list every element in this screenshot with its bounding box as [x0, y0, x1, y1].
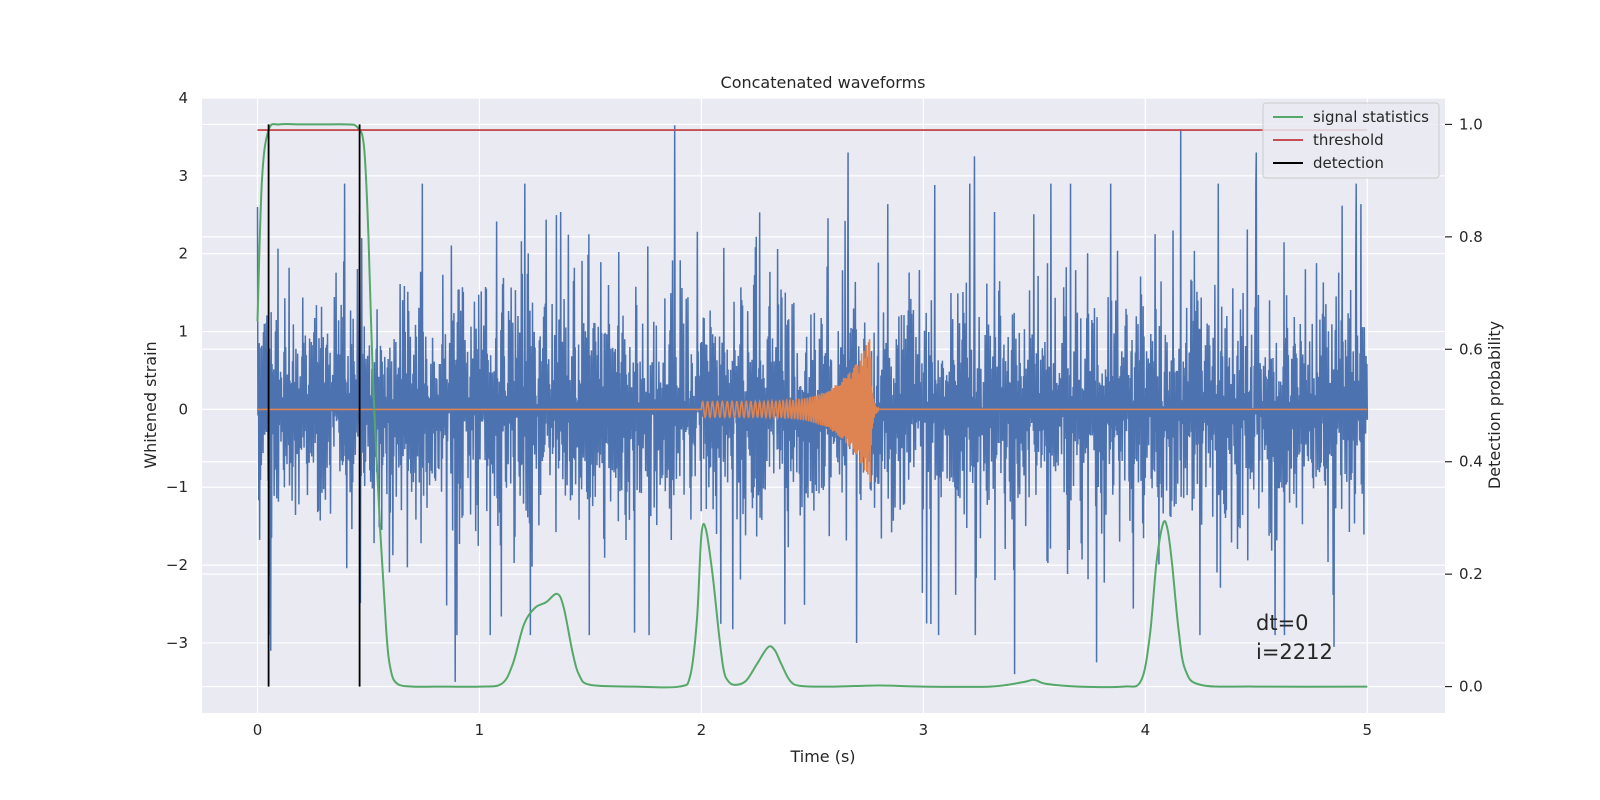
legend-label-signal-statistics: signal statistics	[1313, 108, 1429, 126]
whitened-strain-series-line	[256, 125, 1369, 682]
x-tick-label: 2	[697, 721, 707, 739]
x-tick-label: 4	[1141, 721, 1151, 739]
y2-tick-label: 0.2	[1459, 565, 1483, 583]
chart-title: Concatenated waveforms	[721, 73, 926, 92]
y2-tick-label: 1.0	[1459, 115, 1483, 133]
x-tick-label: 1	[475, 721, 485, 739]
signal-statistics-series-line	[256, 123, 1368, 689]
x-tick-label: 3	[919, 721, 929, 739]
x-tick-label: 0	[253, 721, 263, 739]
y-tick-label: 0	[178, 400, 188, 418]
legend: signal statistics threshold detection	[1262, 102, 1440, 179]
y-tick-label: −1	[166, 478, 188, 496]
y-tick-label: 1	[178, 323, 188, 341]
annotation-index: i=2212	[1256, 640, 1333, 664]
right-axis-ticks: 0.0 0.2 0.4 0.6 0.8 1.0	[1445, 115, 1483, 696]
legend-label-threshold: threshold	[1313, 131, 1384, 149]
waveform-template-series-line	[257, 339, 1368, 483]
x-axis-ticks: 0 1 2 3 4 5	[253, 721, 1372, 739]
x-axis-label: Time (s)	[789, 747, 855, 766]
annotation-dt: dt=0	[1256, 611, 1309, 635]
left-axis-ticks: −3 −2 −1 0 1 2 3 4	[166, 89, 188, 652]
y2-tick-label: 0.6	[1459, 340, 1483, 358]
y2-tick-label: 0.4	[1459, 453, 1483, 471]
detection-series	[267, 124, 361, 687]
y-tick-label: 4	[178, 89, 188, 107]
y-tick-label: 2	[178, 245, 188, 263]
y2-axis-label: Detection probability	[1485, 321, 1504, 489]
x-tick-label: 5	[1363, 721, 1373, 739]
y2-tick-label: 0.0	[1459, 678, 1483, 696]
y-tick-label: −2	[166, 556, 188, 574]
legend-label-detection: detection	[1313, 154, 1384, 172]
y-tick-label: −3	[166, 634, 188, 652]
y-tick-label: 3	[178, 167, 188, 185]
y2-tick-label: 0.8	[1459, 228, 1483, 246]
legend-box	[1262, 102, 1440, 179]
y-axis-label: Whitened strain	[141, 341, 160, 468]
